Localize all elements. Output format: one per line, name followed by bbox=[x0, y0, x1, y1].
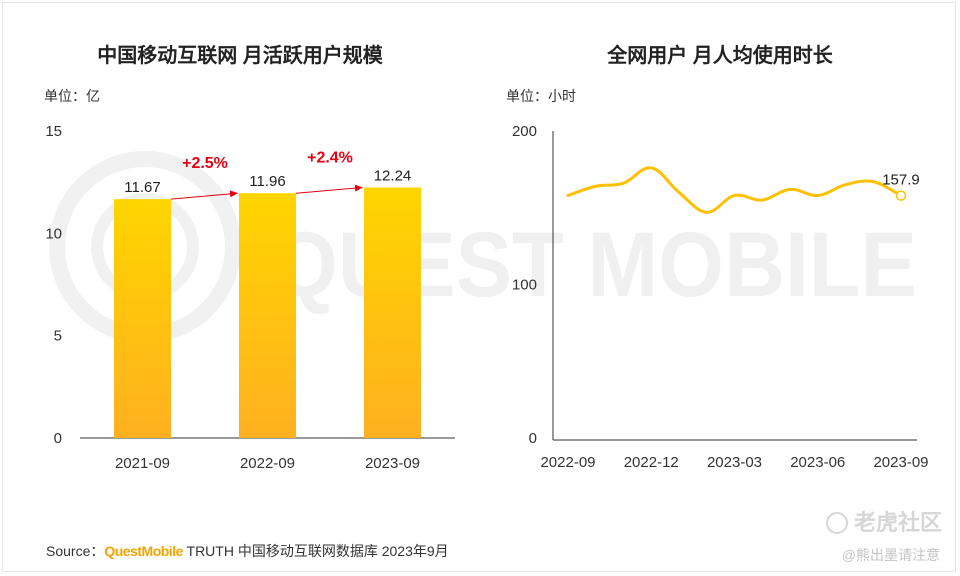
growth-label: +2.4% bbox=[307, 149, 353, 166]
bar-chart-x-tick: 2022-09 bbox=[240, 455, 295, 472]
source-note: Source：QuestMobile TRUTH 中国移动互联网数据库 2023… bbox=[46, 541, 449, 561]
overlay-logo: 老虎社区 bbox=[825, 505, 942, 537]
bar-chart-title: 中国移动互联网 月活跃用户规模 bbox=[97, 43, 384, 67]
bar-chart-x-tick: 2023-09 bbox=[365, 455, 420, 472]
source-brand: QuestMobile bbox=[104, 543, 183, 559]
line-end-point bbox=[895, 190, 907, 201]
bar-chart-y-tick: 5 bbox=[54, 328, 62, 345]
overlay-logo-text: 老虎社区 bbox=[853, 510, 942, 535]
bar-chart-y-tick: 0 bbox=[54, 430, 62, 447]
source-rest: TRUTH 中国移动互联网数据库 2023年9月 bbox=[182, 543, 449, 559]
line-chart-title: 全网用户 月人均使用时长 bbox=[606, 43, 834, 67]
bar bbox=[114, 199, 171, 438]
source-prefix: Source： bbox=[46, 543, 105, 559]
line-chart: 全网用户 月人均使用时长 单位：小时 0 100 200 2022-09 2022-1… bbox=[506, 43, 929, 471]
line-chart-y-tick: 0 bbox=[529, 430, 537, 447]
tiger-logo-icon bbox=[825, 512, 848, 534]
line-chart-x-tick: 2022-12 bbox=[624, 454, 679, 471]
bar-value-label: 12.24 bbox=[374, 167, 412, 184]
bar-chart-unit: 单位：亿 bbox=[44, 88, 100, 104]
bar-chart-y-tick: 10 bbox=[45, 225, 62, 242]
bar bbox=[364, 187, 421, 438]
bar bbox=[239, 193, 296, 438]
line-end-label: 157.9 bbox=[882, 172, 920, 189]
line-chart-x-tick: 2022-09 bbox=[540, 454, 595, 471]
growth-arrow bbox=[170, 190, 238, 200]
line-chart-y-tick: 200 bbox=[512, 123, 537, 140]
line-chart-x-tick: 2023-09 bbox=[873, 454, 928, 471]
line-chart-x-tick: 2023-06 bbox=[790, 454, 845, 471]
bar-value-label: 11.96 bbox=[249, 173, 285, 190]
line-chart-unit: 单位：小时 bbox=[506, 88, 576, 104]
bar-value-label: 11.67 bbox=[124, 179, 160, 196]
line-series bbox=[566, 166, 903, 214]
growth-arrow bbox=[295, 184, 363, 194]
bar-chart-y-tick: 15 bbox=[45, 123, 62, 140]
overlay-credit: @熊出墨请注意 bbox=[841, 547, 940, 563]
line-chart-y-tick: 100 bbox=[512, 277, 537, 294]
growth-label: +2.5% bbox=[182, 155, 228, 172]
bar-chart-x-tick: 2021-09 bbox=[115, 455, 170, 472]
line-chart-x-tick: 2023-03 bbox=[707, 454, 762, 471]
bar-chart: 中国移动互联网 月活跃用户规模 单位：亿 0 5 10 15 11.67 11.96 12… bbox=[44, 43, 455, 472]
